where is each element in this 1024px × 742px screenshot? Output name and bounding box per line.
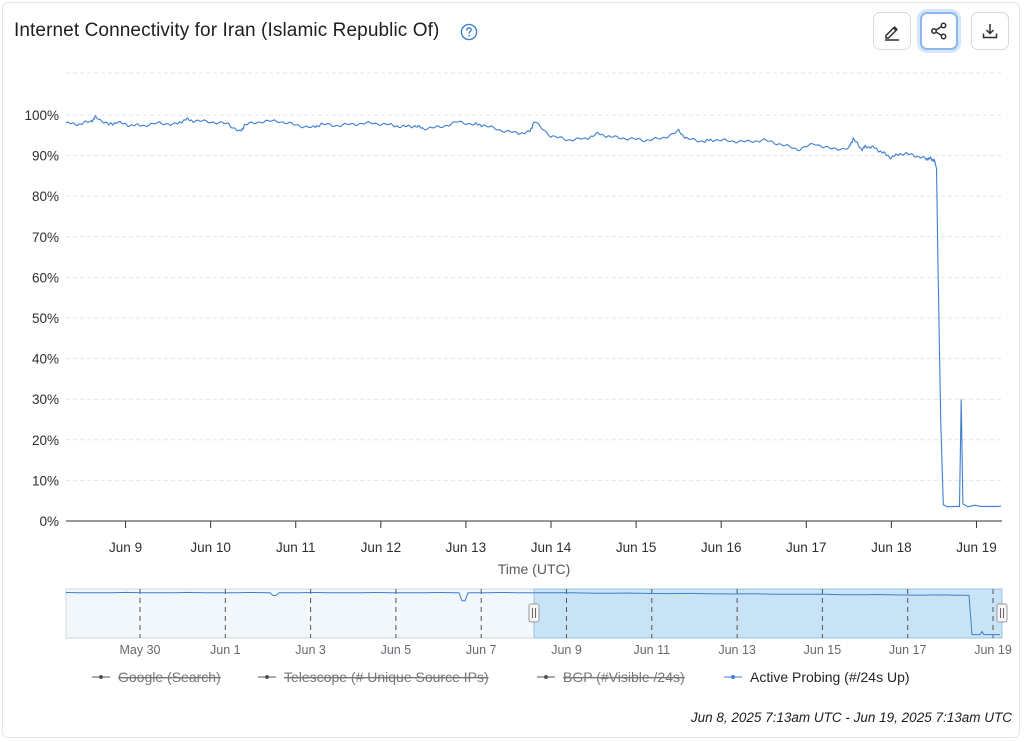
x-axis: Jun 9 Jun 10 Jun 11 Jun 12 Jun 13 Jun 14 Jun 1… xyxy=(66,520,1002,555)
x-tick-label: Jun 15 xyxy=(616,540,657,555)
x-tick-label: Jun 19 xyxy=(956,540,997,555)
navigator-tick-label: Jun 17 xyxy=(889,643,927,657)
download-icon xyxy=(982,24,998,39)
pencil-icon xyxy=(885,26,899,41)
navigator-tick-label: Jun 11 xyxy=(633,643,670,657)
x-tick-label: Jun 17 xyxy=(786,540,827,555)
legend-item[interactable]: Active Probing (#/24s Up) xyxy=(724,669,910,685)
x-tick-label: Jun 12 xyxy=(361,540,402,555)
navigator-tick-label: Jun 9 xyxy=(551,643,582,657)
navigator[interactable]: May 30 Jun 1 Jun 3 Jun 5 Jun 7 Jun 9 Jun 11 Jun… xyxy=(65,588,1012,657)
edit-button[interactable] xyxy=(873,12,911,50)
series-line-active-probing[interactable] xyxy=(65,114,1002,508)
y-tick-label: 20% xyxy=(32,433,59,448)
navigator-handle-right[interactable] xyxy=(996,603,1008,623)
legend-label: Google (Search) xyxy=(118,669,221,685)
navigator-tick-label: Jun 5 xyxy=(381,643,412,657)
legend-item[interactable]: Telescope (# Unique Source IPs) xyxy=(258,669,489,685)
navigator-selection xyxy=(533,588,1003,639)
legend-item[interactable]: BGP (#Visible /24s) xyxy=(537,669,685,685)
x-tick-label: Jun 18 xyxy=(871,540,912,555)
navigator-handle-left[interactable] xyxy=(528,603,540,623)
grid-lines xyxy=(66,72,1002,481)
x-tick-label: Jun 9 xyxy=(109,540,142,555)
legend-label: BGP (#Visible /24s) xyxy=(563,669,685,685)
y-tick-label: 90% xyxy=(32,149,59,164)
y-tick-label: 80% xyxy=(32,189,59,204)
y-tick-label: 100% xyxy=(24,108,59,123)
x-tick-label: Jun 16 xyxy=(701,540,742,555)
legend-label: Active Probing (#/24s Up) xyxy=(750,669,910,685)
y-tick-label: 50% xyxy=(32,311,59,326)
legend-label: Telescope (# Unique Source IPs) xyxy=(284,669,489,685)
y-tick-label: 40% xyxy=(32,352,59,367)
y-tick-label: 30% xyxy=(32,392,59,407)
navigator-tick-label: Jun 15 xyxy=(804,643,842,657)
y-tick-label: 60% xyxy=(32,270,59,285)
share-button[interactable] xyxy=(920,12,958,50)
x-tick-label: Jun 14 xyxy=(531,540,572,555)
y-tick-label: 10% xyxy=(32,473,59,488)
y-axis: 0% 10% 20% 30% 40% 50% 60% 70% 80% 90% 100% xyxy=(24,108,59,529)
navigator-tick-label: Jun 13 xyxy=(718,643,756,657)
legend: Google (Search) Telescope (# Unique Sourc… xyxy=(92,669,910,685)
navigator-tick-label: May 30 xyxy=(120,643,161,657)
navigator-series-line xyxy=(66,591,1000,636)
chart-title: Internet Connectivity for Iran (Islamic … xyxy=(14,20,440,41)
share-icon xyxy=(931,22,947,40)
legend-item[interactable]: Google (Search) xyxy=(92,669,221,685)
navigator-tick-label: Jun 1 xyxy=(210,643,241,657)
navigator-tick-label: Jun 7 xyxy=(466,643,497,657)
x-tick-label: Jun 10 xyxy=(190,540,231,555)
download-button[interactable] xyxy=(971,12,1009,50)
y-tick-label: 70% xyxy=(32,230,59,245)
navigator-tick-label: Jun 19 xyxy=(974,643,1012,657)
time-range-label: Jun 8, 2025 7:13am UTC - Jun 19, 2025 7:… xyxy=(690,710,1012,725)
x-axis-label: Time (UTC) xyxy=(498,561,571,577)
x-tick-label: Jun 13 xyxy=(446,540,487,555)
navigator-tick-label: Jun 3 xyxy=(295,643,326,657)
y-tick-label: 0% xyxy=(39,514,59,529)
x-tick-label: Jun 11 xyxy=(276,540,316,555)
question-circle-icon[interactable] xyxy=(460,23,478,41)
